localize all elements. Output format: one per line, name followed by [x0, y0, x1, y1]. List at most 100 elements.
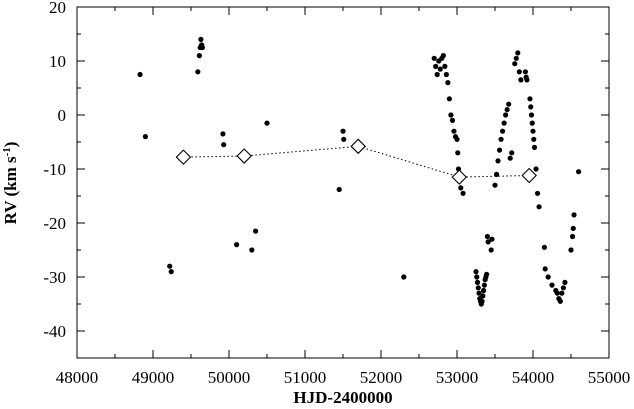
rv-point	[341, 136, 347, 142]
rv-point	[448, 112, 454, 118]
rv-point	[433, 63, 439, 69]
rv-point	[479, 298, 485, 304]
rv-point	[198, 36, 204, 43]
y-tick-label: 20	[49, 0, 66, 17]
rv-point	[167, 263, 173, 269]
rv-point	[495, 158, 501, 164]
rv-point	[401, 274, 407, 280]
rv-point	[481, 287, 487, 294]
mean-rv-diamond	[451, 169, 468, 185]
rv-point	[498, 136, 504, 142]
rv-point	[195, 69, 201, 75]
rv-point	[528, 112, 535, 118]
mean-rv-dotted-line	[183, 145, 530, 178]
rv-point	[493, 171, 500, 177]
rv-point	[454, 136, 460, 142]
rv-point	[513, 55, 519, 61]
rv-point	[443, 71, 449, 78]
rv-point	[196, 53, 202, 59]
rv-point	[522, 69, 529, 75]
rv-point	[431, 55, 437, 61]
rv-point	[518, 77, 524, 83]
rv-point	[534, 190, 541, 196]
rv-point	[475, 285, 481, 291]
rv-point	[570, 225, 576, 231]
rv-point	[515, 50, 521, 56]
axis-ticks	[76, 6, 610, 359]
rv-point	[506, 101, 512, 107]
rv-point	[571, 212, 577, 218]
rv-point	[533, 166, 539, 172]
rv-point	[528, 104, 534, 110]
rv-point	[512, 61, 518, 67]
rv-point	[560, 285, 567, 291]
x-tick-labels: 48000 49000 50000 51000 52000 53000 54000 55000	[56, 368, 631, 387]
mean-rv-diamond	[236, 148, 252, 164]
rv-point	[485, 239, 491, 245]
rv-point	[527, 96, 533, 102]
y-axis-title: RV (km s-1)	[1, 142, 20, 225]
y-tick-label: -20	[43, 214, 66, 233]
y-axis-title-exponent: -1	[1, 147, 13, 156]
y-axis-title-close: )	[1, 142, 20, 148]
rv-point	[253, 228, 259, 234]
rv-point	[557, 298, 563, 304]
x-tick-label: 53000	[436, 368, 479, 387]
rv-point	[474, 274, 480, 280]
rv-point	[481, 282, 487, 288]
rv-point	[480, 293, 486, 299]
rv-point	[536, 204, 542, 210]
x-tick-label: 50000	[208, 368, 251, 387]
rv-point	[434, 71, 440, 78]
rv-point	[516, 69, 522, 75]
rv-point	[460, 190, 466, 196]
rv-point	[445, 80, 451, 86]
rv-point	[569, 233, 576, 240]
rv-point	[504, 107, 510, 113]
rv-point	[503, 112, 509, 118]
rv-point	[249, 247, 255, 253]
rv-point	[199, 44, 205, 51]
rv-point	[562, 279, 568, 285]
y-tick-label: -40	[43, 322, 66, 341]
mean-rv-line-path	[183, 145, 530, 178]
rv-point	[542, 266, 548, 272]
y-tick-labels: -40 -30 -20 -10 0 10 20	[43, 0, 66, 341]
rv-point	[455, 150, 461, 156]
rv-point	[489, 236, 495, 242]
rv-point	[509, 150, 515, 156]
rv-point	[264, 120, 270, 126]
mean-rv-diamonds	[175, 138, 537, 185]
rv-point	[336, 186, 342, 193]
rv-point	[234, 242, 240, 248]
rv-point	[437, 66, 443, 72]
x-tick-label: 55000	[588, 368, 631, 387]
rv-point	[496, 147, 503, 153]
y-tick-label: 0	[58, 106, 67, 125]
rv-point	[476, 290, 482, 296]
x-tick-label: 48000	[56, 368, 99, 387]
rv-point	[501, 120, 507, 126]
y-tick-label: 10	[49, 52, 66, 71]
mean-rv-diamond	[521, 167, 537, 184]
rv-point	[137, 71, 143, 78]
rv-point	[484, 271, 490, 277]
x-axis-title: HJD-2400000	[293, 388, 392, 407]
rv-point	[568, 247, 574, 253]
rv-point	[529, 120, 535, 126]
rv-data-points	[137, 36, 582, 307]
rv-point	[507, 155, 513, 161]
x-tick-label: 49000	[132, 368, 175, 387]
rv-point	[541, 244, 548, 250]
y-tick-label: -30	[43, 268, 66, 287]
rv-point	[440, 53, 446, 59]
rv-point	[500, 128, 506, 134]
x-tick-label: 52000	[360, 368, 403, 387]
rv-point	[449, 117, 456, 123]
rv-point	[531, 144, 538, 150]
rv-point	[340, 128, 346, 134]
rv-point	[484, 233, 490, 240]
rv-point	[142, 134, 148, 140]
y-tick-label: -10	[43, 160, 66, 179]
rv-point	[531, 136, 537, 142]
